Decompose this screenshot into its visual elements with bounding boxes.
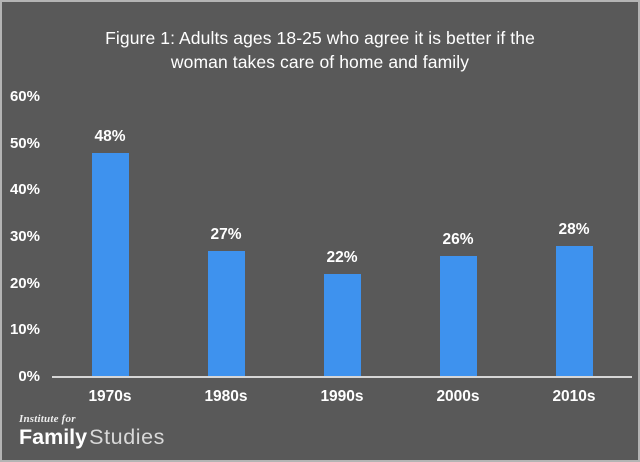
chart-title: Figure 1: Adults ages 18-25 who agree it…	[0, 27, 640, 74]
ifs-logo-family-studies: FamilyStudies	[19, 426, 165, 449]
x-axis-line	[52, 376, 632, 378]
chart-title-line-1: Figure 1: Adults ages 18-25 who agree it…	[105, 28, 535, 48]
ifs-logo-family: Family	[19, 425, 88, 449]
bar-2010s	[555, 246, 593, 377]
y-tick-label-40: 40%	[9, 181, 40, 199]
chart-title-line-2: woman takes care of home and family	[170, 51, 470, 72]
bar-value-label-2010s: 28%	[558, 221, 590, 238]
bar-value-label-2000s: 26%	[442, 231, 474, 248]
bar-1970s	[91, 153, 129, 377]
x-axis-label-1970s: 1970s	[88, 388, 132, 405]
y-tick-label-60: 60%	[9, 88, 40, 105]
y-tick-label-0: 0%	[18, 368, 40, 385]
ifs-logo-studies: Studies	[89, 425, 166, 449]
x-axis-label-2010s: 2010s	[552, 388, 596, 405]
y-tick-label-10: 10%	[9, 321, 40, 339]
y-tick-label-50: 50%	[9, 134, 40, 152]
x-axis-label-2000s: 2000s	[436, 388, 480, 405]
bar-1980s	[207, 251, 245, 377]
bar-value-label-1990s: 22%	[326, 249, 358, 266]
x-axis-label-1980s: 1980s	[204, 388, 248, 405]
bar-value-label-1980s: 27%	[210, 226, 242, 243]
ifs-logo-institute-for: Institute for	[19, 413, 76, 425]
bar-2000s	[439, 256, 477, 377]
y-tick-label-30: 30%	[9, 228, 40, 245]
ifs-logo: Institute for FamilyStudies	[19, 413, 165, 449]
x-axis-label-1990s: 1990s	[320, 388, 364, 405]
bar-1990s	[323, 274, 361, 377]
y-tick-label-20: 20%	[9, 274, 40, 292]
bar-value-label-1970s: 48%	[94, 128, 126, 145]
